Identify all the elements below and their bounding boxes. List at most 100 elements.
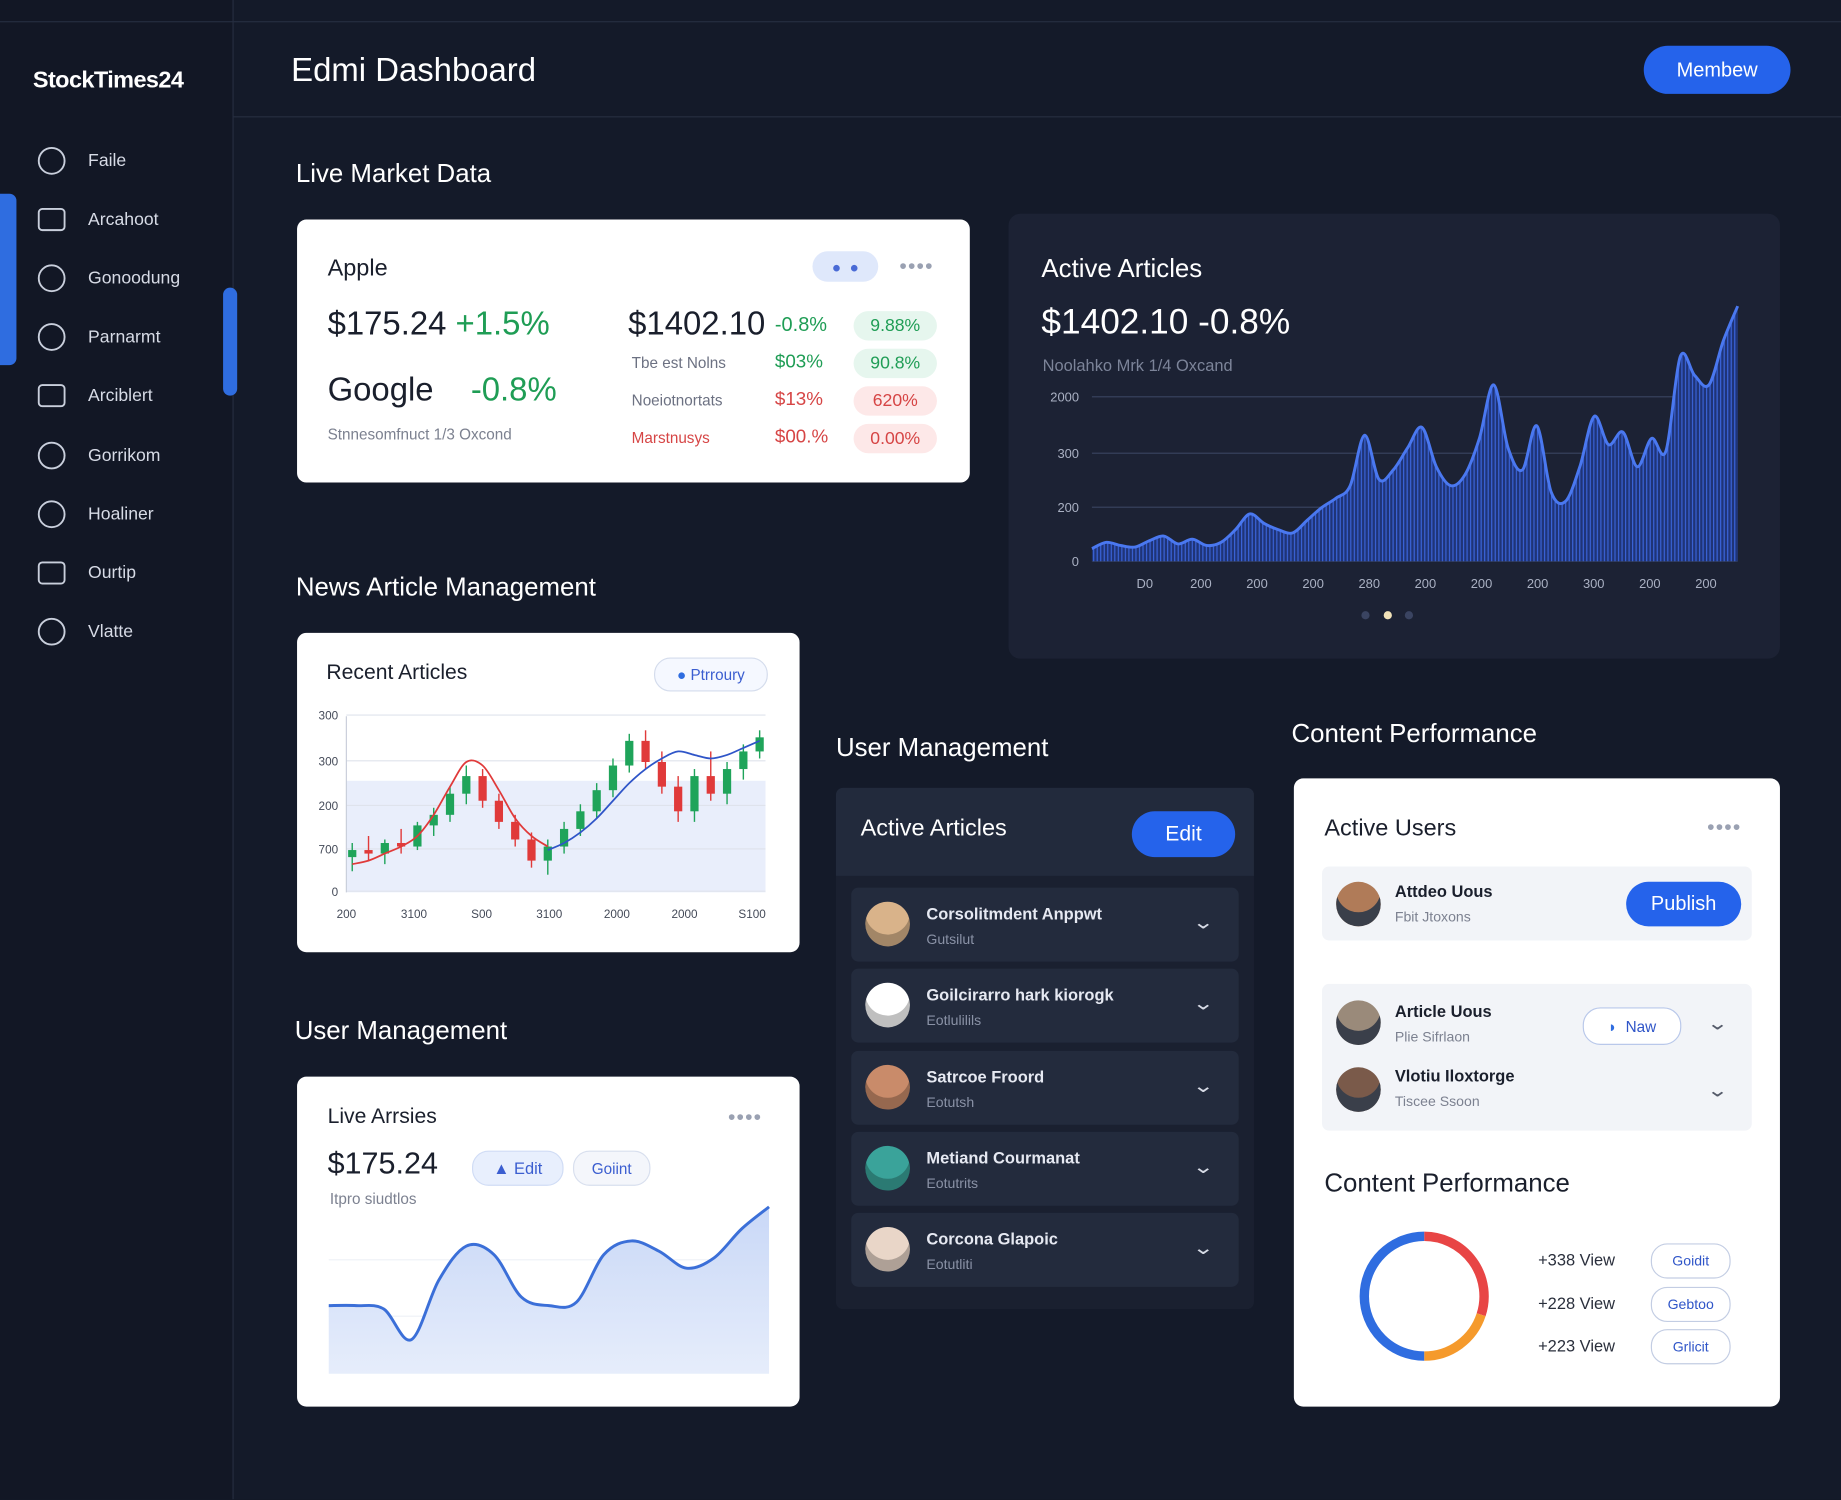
icon-shape [37,146,66,175]
user-item[interactable] [851,1131,1239,1206]
candle-body [348,850,357,858]
button-label: Edit [514,1158,543,1178]
legend-button[interactable]: Grlicit [1650,1329,1731,1365]
menu-dots[interactable]: •••• [899,254,934,278]
user-name: Corcona Glapoic [926,1229,1058,1249]
nav-item[interactable]: Hoaliner [88,503,154,524]
x-tick-label: S00 [471,908,492,921]
legend-button[interactable]: Gebtoo [1650,1286,1731,1322]
nav-item[interactable]: Vlatte [88,621,134,642]
row-value: $00.% [774,427,829,448]
nav-item[interactable]: Arciblert [88,386,153,407]
stock-name: Apple [327,255,388,282]
candle-body [511,821,520,840]
user-name: Vlotiu Iloxtorge [1394,1066,1515,1085]
menu-dots[interactable]: •••• [1707,815,1742,839]
user-item[interactable] [851,1213,1239,1288]
candle-body [397,843,406,847]
candle-body [380,843,389,854]
user-sub: Eotutliti [926,1256,973,1273]
chevron[interactable]: ⌄ [1192,913,1215,934]
user-item[interactable] [851,968,1239,1043]
x-tick-label: S100 [738,908,766,921]
row-badge: 620% [853,386,937,416]
icon-shape [37,323,66,352]
page-title: Edmi Dashboard [291,51,537,89]
candle-body [429,814,438,826]
top-border [0,21,1841,23]
user-sub: Gutsilut [926,931,975,948]
x-tick-label: 200 [1471,576,1493,591]
icon-shape [37,384,66,408]
trend-line [352,759,549,866]
card-subtitle: Itpro siudtlos [329,1189,417,1208]
avatar [865,1227,910,1272]
line-area [328,1206,770,1374]
user-name: Satrcoe Froord [926,1066,1045,1086]
edit-button[interactable]: Edit [1131,811,1236,858]
user-name: Article Uous [1394,1001,1492,1021]
section-heading: Content Performance [1291,718,1538,748]
change: -0.8% [774,313,828,336]
area-line [1091,305,1740,550]
candle-body [641,740,650,762]
avatar [865,1145,910,1191]
row-value: $13% [774,389,823,410]
card-value: $1402.10 -0.8% [1041,302,1291,342]
nav-item[interactable]: Parnarmt [88,327,161,348]
user-name: Goilcirarro hark kiorogk [926,985,1114,1005]
logo: StockTimes24 [32,67,184,94]
nav-item[interactable]: Faile [88,150,127,171]
secondary-button[interactable]: Goiint [572,1150,651,1186]
candle-body [706,776,715,794]
chevron[interactable]: ⌄ [1706,1014,1729,1035]
new-pill[interactable]: ◗ Naw [1582,1007,1682,1045]
user-item[interactable] [851,1050,1239,1125]
nav-icon [37,323,66,352]
chevron[interactable]: ⌄ [1192,1238,1215,1259]
edit-button[interactable]: ▲ Edit [471,1150,564,1186]
x-tick-label: 200 [1639,576,1661,591]
section-heading: User Management [835,732,1049,762]
candlestick-chart: 300 300 200 700 0 200 3100 S00 3100 2000 2000 S100 [319,710,767,921]
nav-icon [37,146,66,175]
nav-icon [37,441,66,469]
chevron[interactable]: ⌄ [1192,994,1215,1015]
candle-body [625,740,634,766]
trend-line [547,740,760,851]
chevron[interactable]: ⌄ [1192,1157,1215,1178]
row-label: Tbe est Nolns [631,353,726,372]
nav-icon [37,499,66,528]
menu-dots[interactable]: •••• [727,1105,763,1129]
publish-button[interactable]: Publish [1626,881,1742,927]
plot-bg [346,780,766,893]
nav-icon [37,384,66,408]
avatar [1336,881,1381,927]
nav-item[interactable]: Arcahoot [88,209,159,230]
card-title: Active Articles [1041,253,1203,283]
filter-pill[interactable]: ● Ptrroury [653,657,768,692]
header-button[interactable]: Membew [1643,45,1791,94]
y-tick-label: 300 [319,710,339,723]
nav-item[interactable]: Gonoodung [88,268,181,289]
row-badge: 90.8% [853,348,937,379]
toggle[interactable]: ● ● [812,251,879,282]
user-item[interactable] [851,887,1239,962]
user-name: Corsolitmdent Anppwt [926,904,1102,923]
line-chart [328,1205,770,1374]
chevron[interactable]: ⌄ [1192,1076,1215,1097]
stock-name: Google [327,371,434,408]
candle-body [690,776,699,812]
nav-item[interactable]: Ourtip [88,562,137,583]
user-sub: Tiscee Ssoon [1394,1093,1480,1110]
avatar [865,901,910,947]
avatar [865,1064,910,1110]
chevron[interactable]: ⌄ [1706,1081,1729,1102]
card-title: Recent Articles [326,660,468,684]
x-tick-label: 2000 [604,908,631,921]
x-tick-label: 3100 [401,908,428,921]
nav-icon [37,264,66,293]
nav-item[interactable]: Gorrikom [88,444,161,465]
legend-button[interactable]: Goidit [1650,1243,1731,1279]
user-row-box [1322,983,1752,1131]
